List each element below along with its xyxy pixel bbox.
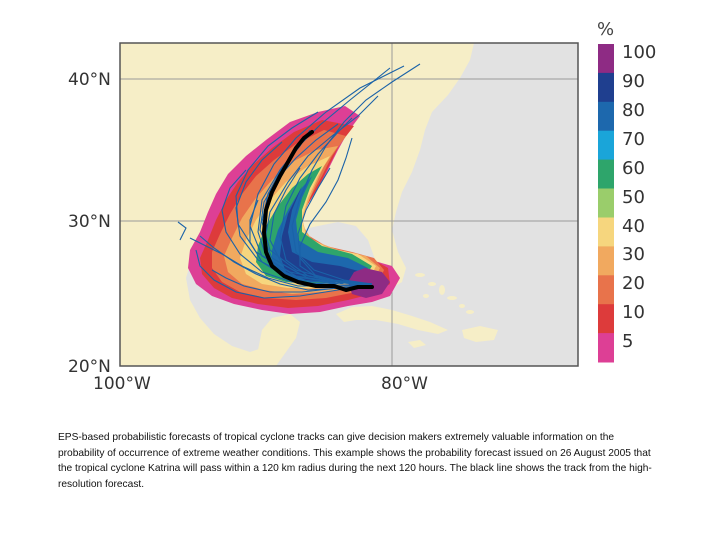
legend-label-10: 10: [622, 302, 645, 324]
map-frame: [119, 42, 579, 367]
lon-label-100w: 100°W: [93, 374, 151, 394]
lon-label-80w: 80°W: [381, 374, 428, 394]
legend-swatch-100: [598, 44, 614, 74]
bahamas-islands: [415, 273, 474, 314]
legend-label-50: 50: [622, 186, 645, 208]
legend-label-20: 20: [622, 273, 645, 295]
land-jamaica: [408, 340, 426, 348]
legend-swatch-50: [598, 188, 614, 218]
legend-swatch-90: [598, 72, 614, 103]
legend-swatch-20: [598, 275, 614, 305]
legend-label-70: 70: [622, 128, 645, 150]
legend-swatch-60: [598, 159, 614, 189]
legend-swatch-30: [598, 246, 614, 276]
probability-band-100: [348, 268, 390, 298]
land-hispaniola: [462, 326, 498, 342]
high-resolution-track: [262, 130, 374, 292]
lat-label-30n: 30°N: [68, 212, 111, 232]
legend-label-80: 80: [622, 99, 645, 121]
figure-caption: EPS-based probabilistic forecasts of tro…: [58, 432, 652, 490]
lat-label-40n: 40°N: [68, 70, 111, 90]
legend-swatch-10: [598, 304, 614, 334]
legend-label-30: 30: [622, 244, 645, 266]
legend-unit-label: %: [597, 19, 615, 40]
legend-swatch-5: [598, 333, 614, 363]
legend-colorbar: [598, 44, 614, 363]
legend-label-60: 60: [622, 157, 645, 179]
lat-label-20n: 20°N: [68, 357, 111, 377]
legend-label-90: 90: [622, 70, 645, 92]
legend-label-100: 100: [622, 42, 657, 63]
legend-label-5: 5: [622, 331, 634, 353]
land-yucatan: [258, 314, 300, 366]
legend-swatch-80: [598, 101, 614, 132]
legend-label-40: 40: [622, 215, 645, 237]
legend-swatch-40: [598, 217, 614, 247]
legend-swatch-70: [598, 130, 614, 161]
